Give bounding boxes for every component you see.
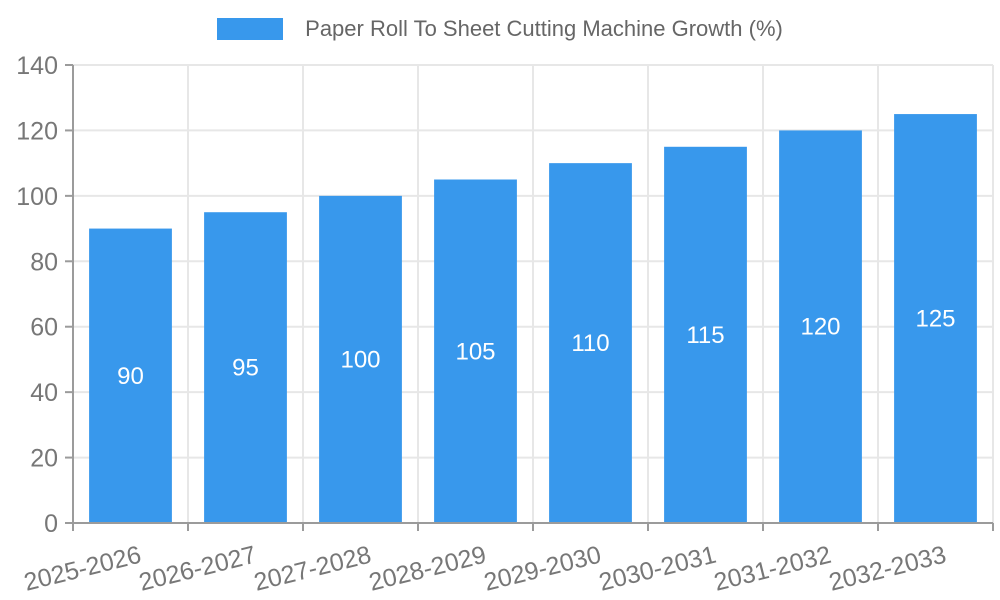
bar[interactable] [204,212,287,523]
y-tick-label: 80 [30,248,58,276]
bar[interactable] [319,195,402,523]
x-tick-label: 2030-2031 [596,541,719,597]
bar[interactable] [549,163,632,523]
x-tick-label: 2025-2026 [21,541,144,597]
x-tick-label: 2031-2032 [711,541,834,597]
bar[interactable] [664,146,747,524]
legend[interactable]: Paper Roll To Sheet Cutting Machine Grow… [0,16,1000,42]
x-tick-label: 2029-2030 [481,541,604,597]
bar-value-label: 105 [455,338,495,365]
bar-value-label: 120 [800,314,840,341]
bar-value-label: 95 [232,355,259,382]
x-tick-label: 2028-2029 [366,541,489,597]
legend-label: Paper Roll To Sheet Cutting Machine Grow… [305,16,783,41]
y-tick-label: 20 [30,445,58,473]
bar-value-label: 110 [571,330,609,357]
x-tick-label: 2032-2033 [826,541,949,597]
y-tick-label: 40 [30,379,58,407]
y-tick-label: 120 [16,117,58,145]
y-tick-label: 0 [44,510,58,538]
y-tick-label: 140 [16,52,58,80]
x-tick-label: 2027-2028 [251,541,374,597]
bar-value-label: 115 [686,322,724,349]
bar[interactable] [894,114,977,524]
legend-swatch-icon [217,18,284,40]
x-tick-label: 2026-2027 [136,541,259,597]
bar-value-label: 90 [117,363,144,390]
y-tick-label: 60 [30,314,58,342]
bar-value-label: 125 [915,306,955,333]
bar[interactable] [89,228,172,524]
bar-value-label: 100 [340,346,380,373]
y-tick-label: 100 [16,183,58,211]
bar[interactable] [779,130,862,523]
bar[interactable] [434,179,517,524]
